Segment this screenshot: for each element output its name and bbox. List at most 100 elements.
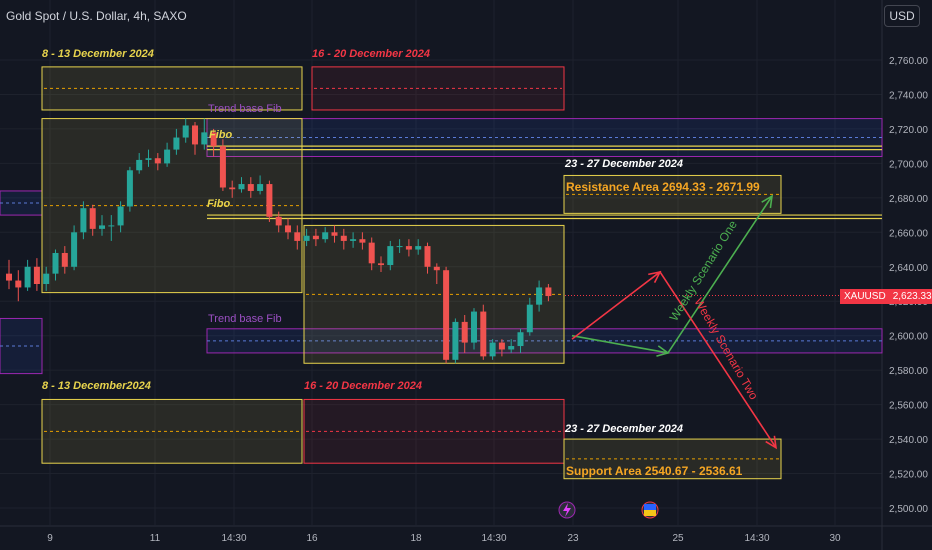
candle-body — [312, 235, 319, 240]
scenario-two-arrow-mid-head — [648, 270, 662, 284]
candle-body — [275, 216, 282, 226]
candle-body — [294, 232, 301, 241]
candle-body — [480, 311, 487, 357]
candle-body — [508, 346, 515, 350]
candle-body — [257, 184, 264, 191]
y-tick-label: 2,500.00 — [889, 504, 928, 515]
zone-box — [311, 66, 565, 111]
x-tick-label: 30 — [829, 533, 841, 544]
candle-body — [219, 146, 226, 188]
candle-body — [52, 252, 59, 274]
fibo-top-label: Fibo — [209, 129, 232, 141]
candle-body — [154, 158, 161, 164]
candle-body — [117, 206, 124, 226]
candle-body — [145, 158, 152, 160]
candle-body — [229, 187, 236, 190]
week3-resistance-label: 23 - 27 December 2024 — [564, 158, 683, 170]
scenario-one-arrow-mid-head — [656, 345, 670, 357]
trend-fib-bottom-label: Trend base Fib — [208, 313, 282, 325]
candle-body — [378, 263, 384, 266]
candle-body — [498, 342, 505, 350]
candle-body — [545, 287, 552, 297]
candle-body — [322, 232, 329, 240]
candle-body — [33, 266, 40, 284]
candle-body — [350, 239, 357, 241]
x-tick-label: 11 — [150, 533, 161, 544]
candle-body — [238, 184, 245, 190]
y-tick-label: 2,540.00 — [889, 435, 928, 446]
scenario-two-arrow-head — [765, 435, 778, 450]
candle-body — [285, 225, 291, 233]
candle-body — [99, 225, 105, 229]
lightning-bolt-shape — [563, 503, 571, 517]
zone-box — [563, 174, 782, 214]
x-tick-label: 14:30 — [744, 533, 769, 544]
flag-bottom-shape — [644, 510, 656, 516]
candle-body — [405, 246, 412, 250]
x-tick-label: 9 — [47, 533, 53, 544]
candle-body — [331, 232, 338, 236]
x-tick-label: 14:30 — [221, 533, 246, 544]
trend-fib-top-label: Trend base Fib — [208, 103, 282, 115]
x-tick-label: 16 — [306, 533, 318, 544]
zone-box — [563, 438, 782, 480]
candle-body — [136, 159, 143, 171]
candle-body — [359, 239, 366, 243]
candle-body — [71, 232, 78, 267]
candle-body — [126, 170, 133, 207]
y-tick-label: 2,580.00 — [889, 366, 928, 377]
candle-body — [173, 137, 180, 150]
scenario-arrows — [571, 194, 778, 450]
candle-body — [247, 184, 254, 191]
resistance-area-label: Resistance Area 2694.33 - 2671.99 — [566, 180, 760, 194]
candle-body — [266, 184, 273, 217]
current-price-badge: XAUUSD 2,623.33 — [840, 289, 932, 304]
x-tick-label: 18 — [410, 533, 422, 544]
candle-body — [340, 235, 347, 241]
y-tick-label: 2,520.00 — [889, 470, 928, 481]
candle-body — [192, 125, 198, 145]
week1-top-label: 8 - 13 December 2024 — [42, 48, 154, 60]
candle-body — [15, 280, 22, 288]
candle-body — [489, 342, 496, 357]
scenario-one-arrow-head — [761, 194, 774, 209]
candle-body — [24, 266, 31, 288]
flag-top-shape — [644, 504, 656, 510]
y-tick-label: 2,760.00 — [889, 56, 928, 67]
candle-body — [517, 332, 524, 347]
candle-body — [6, 273, 12, 281]
symbol-title[interactable]: Gold Spot / U.S. Dollar, 4h, SAXO — [6, 9, 187, 23]
y-tick-label: 2,720.00 — [889, 125, 928, 136]
candle-body — [368, 242, 375, 264]
candlestick-series — [6, 118, 882, 364]
week1-bottom-label: 8 - 13 December2024 — [42, 380, 151, 392]
weekly-zones — [41, 66, 782, 480]
candle-body — [89, 208, 96, 229]
candle-body — [415, 246, 422, 250]
candle-body — [452, 321, 459, 360]
candle-body — [526, 304, 533, 333]
candle-body — [536, 287, 543, 305]
support-area-label: Support Area 2540.67 - 2536.61 — [566, 464, 743, 478]
candle-body — [164, 149, 171, 164]
currency-button[interactable]: USD — [884, 5, 920, 27]
candle-body — [424, 246, 431, 267]
candle-body — [396, 246, 403, 248]
event-markers — [558, 501, 659, 519]
candle-body — [182, 125, 189, 138]
candle-body — [108, 225, 115, 227]
candle-body — [210, 132, 217, 147]
x-tick-label: 14:30 — [481, 533, 506, 544]
candle-body — [61, 252, 68, 267]
week3-support-label: 23 - 27 December 2024 — [564, 423, 683, 435]
time-axis[interactable]: 9 11 14:30 16 18 14:30 23 25 14:30 30 — [47, 533, 841, 544]
week2-bottom-label: 16 - 20 December 2024 — [304, 380, 422, 392]
week2-top-label: 16 - 20 December 2024 — [312, 48, 430, 60]
y-tick-label: 2,560.00 — [889, 401, 928, 412]
y-tick-label: 2,680.00 — [889, 194, 928, 205]
candle-body — [461, 321, 468, 343]
price-badge-value: 2,623.33 — [892, 291, 932, 302]
candle-body — [387, 246, 394, 266]
